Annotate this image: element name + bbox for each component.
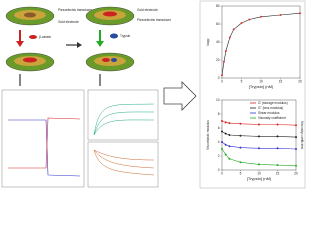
data-point	[224, 132, 227, 135]
data-point	[295, 136, 297, 139]
y-tick-label: 4	[218, 140, 220, 144]
data-point	[276, 135, 279, 138]
y-tick-label: 40	[216, 40, 220, 44]
x-tick-label: 20	[298, 79, 302, 83]
data-point	[258, 163, 260, 166]
arrow-head	[96, 41, 104, 47]
data-point	[232, 28, 235, 31]
data-point	[299, 12, 301, 15]
data-point	[239, 146, 242, 149]
data-point	[279, 14, 282, 16]
data-point	[239, 122, 242, 125]
data-point	[222, 60, 225, 63]
arrow-head	[16, 41, 24, 47]
data-point	[224, 121, 227, 124]
label: Piezoelectric transducer	[137, 18, 172, 22]
data-point	[248, 18, 251, 21]
y-tick-label: 80	[216, 4, 220, 8]
data-point	[221, 130, 223, 133]
thumbnail-plot	[87, 89, 159, 188]
thumbnail-plot	[1, 89, 85, 188]
data-point	[276, 123, 279, 126]
y-tick-label: 6	[218, 126, 220, 130]
data-point	[295, 164, 297, 167]
x-tick-label: 5	[240, 171, 242, 175]
y-tick-label: 20	[216, 58, 220, 62]
graphical-abstract: Piezoelectric transducer Gold electrode …	[1, 0, 306, 189]
data-point	[221, 74, 223, 77]
y-tick-label: 60	[216, 22, 220, 26]
data-point	[260, 15, 262, 18]
data-point	[239, 161, 242, 164]
y-tick-label: 0	[218, 168, 220, 172]
y-axis-label: kapp	[206, 38, 210, 45]
legend-label: G' (storage modulus)	[258, 101, 288, 105]
label: β-casein	[39, 35, 51, 39]
data-point	[224, 143, 227, 146]
legend-label: Viscosity coefficient	[258, 116, 286, 120]
big-arrow	[163, 81, 197, 111]
x-tick-label: 10	[259, 79, 263, 83]
data-point	[221, 120, 223, 122]
data-point	[239, 134, 242, 137]
data-point	[228, 36, 231, 39]
x-axis-label: [Trypsin] (nM)	[249, 84, 274, 89]
data-point	[295, 148, 297, 150]
y2-axis-label: Viscosity coefficient	[300, 121, 304, 149]
electrode-1	[5, 6, 55, 26]
data-point	[228, 122, 231, 125]
data-point	[258, 135, 260, 138]
x-axis-label: [Trypsin] (nM)	[247, 176, 272, 181]
electrode-2	[5, 52, 55, 72]
legend-label: Shear modulus	[258, 111, 280, 115]
x-tick-label: 20	[294, 171, 298, 175]
casein-blob	[29, 35, 37, 39]
arrow-head	[77, 42, 82, 48]
y-axis-label: Viscoelastic modulus	[206, 120, 210, 150]
data-point	[221, 141, 223, 143]
label: Gold electrode	[58, 20, 79, 24]
x-tick-label: 10	[257, 171, 261, 175]
data-point	[228, 134, 231, 136]
electrode-3	[85, 6, 135, 26]
results-panel	[199, 0, 306, 189]
legend-label: G'' (loss modulus)	[258, 106, 283, 110]
data-point	[276, 164, 279, 167]
x-tick-label: 0	[221, 79, 223, 83]
data-point	[221, 148, 223, 150]
data-point	[276, 147, 279, 150]
data-point	[228, 157, 231, 160]
series-line	[221, 12, 301, 76]
data-point	[224, 50, 227, 52]
data-point	[224, 153, 227, 156]
y-tick-label: 8	[218, 112, 220, 116]
y-tick-label: 2	[218, 154, 220, 158]
x-tick-label: 0	[221, 171, 223, 175]
data-point	[228, 145, 231, 148]
x-tick-label: 15	[279, 79, 283, 83]
data-point	[295, 124, 297, 127]
label: Gold electrode	[137, 8, 158, 12]
x-tick-label: 5	[241, 79, 243, 83]
series-line	[221, 148, 297, 167]
x-tick-label: 15	[276, 171, 280, 175]
data-point	[258, 123, 260, 126]
electrode-4	[85, 52, 135, 72]
label: Trypsin	[120, 34, 131, 38]
data-point	[258, 147, 260, 150]
label: Piezoelectric transducer	[58, 8, 93, 12]
trypsin-blob	[110, 33, 118, 39]
y-tick-label: 0	[218, 76, 220, 80]
data-point	[240, 22, 243, 25]
y-tick-label: 10	[216, 98, 220, 102]
